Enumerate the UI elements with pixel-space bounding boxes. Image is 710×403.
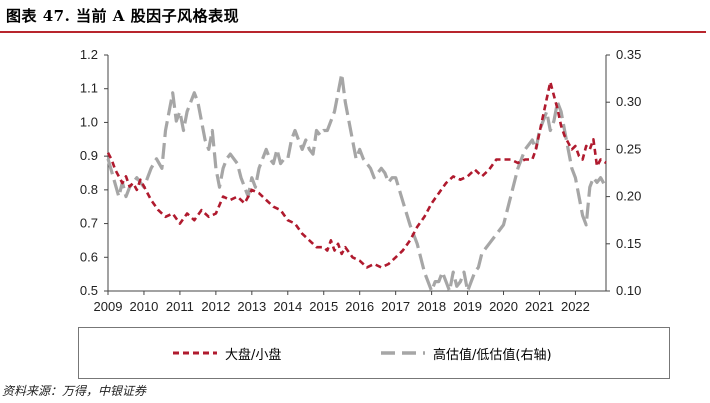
left-tick-label: 0.5: [80, 283, 98, 298]
left-tick-label: 0.6: [80, 249, 98, 264]
x-tick-label: 2018: [417, 299, 446, 314]
x-tick-label: 2009: [94, 299, 123, 314]
line-chart: 0.5 0.6 0.7 0.8 0.9 1.0 1.1 1.2 0.10 0.15 0.20 0.25…: [80, 47, 641, 314]
series-line-large-small: [106, 80, 607, 269]
legend-label-large-small: 大盘/小盘: [225, 347, 282, 363]
left-tick-label: 1.2: [80, 47, 98, 62]
right-tick-label: 0.20: [616, 189, 641, 204]
x-tick-label: 2015: [309, 299, 338, 314]
x-tick-label: 2021: [525, 299, 554, 314]
legend-item-valuation: 高估值/低估值(右轴): [379, 342, 552, 364]
x-tick-label: 2016: [345, 299, 374, 314]
plot-area: 0.5 0.6 0.7 0.8 0.9 1.0 1.1 1.2 0.10 0.15 0.20 0.25…: [80, 47, 641, 314]
figure-header: 图表 47. 当前 A 股因子风格表现: [0, 0, 710, 33]
x-tick-label: 2020: [489, 299, 518, 314]
x-tick-label: 2010: [129, 299, 158, 314]
right-tick-label: 0.10: [616, 283, 641, 298]
left-tick-label: 1.0: [80, 114, 98, 129]
right-tick-label: 0.25: [616, 141, 641, 156]
left-tick-label: 1.1: [80, 81, 98, 96]
right-tick-label: 0.35: [616, 47, 641, 62]
left-tick-label: 0.7: [80, 216, 98, 231]
legend-item-large-small: 大盘/小盘: [171, 342, 281, 364]
title-rule: [0, 31, 706, 33]
figure-title: 图表 47. 当前 A 股因子风格表现: [6, 7, 240, 25]
source-note: 资料来源：万得，中银证券: [2, 384, 147, 398]
right-tick-label: 0.30: [616, 94, 641, 109]
left-tick-label: 0.8: [80, 182, 98, 197]
x-tick-label: 2017: [381, 299, 410, 314]
chart-legend: 大盘/小盘 高估值/低估值(右轴): [78, 327, 670, 379]
right-tick-label: 0.15: [616, 236, 641, 251]
x-tick-label: 2013: [237, 299, 266, 314]
legend-swatch-gray: [381, 351, 425, 355]
legend-swatch-red: [173, 351, 217, 355]
x-tick-label: 2022: [561, 299, 590, 314]
left-tick-label: 0.9: [80, 148, 98, 163]
x-tick-label: 2014: [273, 299, 302, 314]
x-tick-label: 2011: [166, 299, 194, 314]
legend-label-valuation: 高估值/低估值(右轴): [433, 347, 552, 363]
series-line-valuation: [106, 72, 608, 293]
x-tick-label: 2019: [453, 299, 482, 314]
x-tick-label: 2012: [201, 299, 230, 314]
